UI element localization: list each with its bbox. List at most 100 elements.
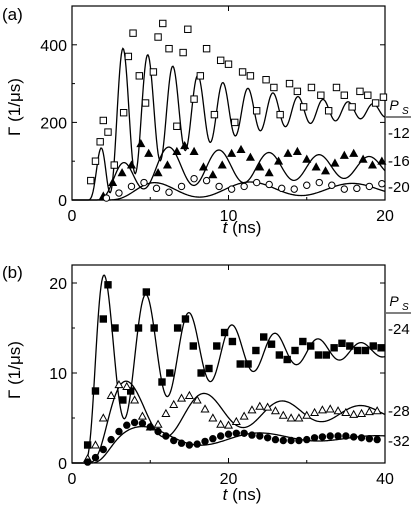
data-point-b-0-36 [361,346,370,355]
data-point-b-1-10 [161,408,171,417]
data-point-a-0-9 [135,72,143,80]
data-point-b-1-9 [153,419,163,428]
data-point-a-0-29 [270,83,278,92]
data-point-b-2-32 [334,432,342,440]
series-points-b-0 [83,281,385,449]
data-point-b-2-37 [373,435,381,444]
data-point-a-2-15 [290,185,298,193]
data-point-a-0-2 [96,138,104,146]
data-point-a-0-7 [124,52,133,61]
y-tick-label-a-2: 400 [40,38,67,55]
data-point-a-1-25 [330,158,340,167]
data-point-b-2-30 [318,433,327,441]
data-point-a-1-6 [153,168,163,177]
data-point-a-2-5 [165,188,173,196]
data-point-a-2-22 [378,180,386,188]
data-point-a-1-13 [217,160,227,169]
data-point-b-0-29 [306,342,315,350]
panel-label-a: (a) [2,5,23,24]
data-point-b-2-2 [99,445,108,454]
data-point-a-1-5 [144,148,154,157]
data-point-b-2-4 [115,427,123,436]
data-point-a-2-2 [127,182,136,191]
data-point-a-0-40 [356,87,364,96]
data-point-a-0-14 [165,44,173,53]
series-label-b-0: -24 [388,321,410,338]
data-point-a-2-12 [252,178,261,187]
data-point-b-2-6 [130,418,139,427]
data-point-a-0-43 [379,93,388,101]
data-point-b-1-13 [184,390,194,399]
data-point-b-2-33 [342,432,350,440]
data-point-a-1-12 [208,170,218,179]
data-point-b-0-1 [91,387,100,395]
data-point-b-1-5 [122,381,132,390]
legend-header-main-a: P [389,97,399,113]
x-axis-label-b: t (ns) [223,485,262,504]
data-point-b-0-6 [126,387,135,395]
data-point-b-2-13 [185,441,194,449]
data-point-b-0-3 [104,281,112,289]
data-point-a-2-20 [353,184,361,193]
fit-line-b-1 [72,380,386,464]
data-point-a-1-24 [321,166,331,175]
data-point-b-0-34 [346,342,354,350]
data-point-b-1-30 [317,405,327,414]
data-point-a-1-23 [311,162,321,171]
data-point-b-1-23 [263,402,273,411]
data-point-b-2-36 [365,435,374,443]
data-point-b-2-26 [287,436,295,445]
data-point-b-1-17 [216,419,226,428]
data-point-b-0-17 [213,342,221,350]
data-point-b-2-24 [271,435,280,444]
data-point-a-0-3 [99,116,107,125]
data-point-b-0-37 [369,342,377,350]
x-axis-label-var-a: t [223,218,229,237]
data-point-a-0-8 [129,29,137,37]
data-point-a-0-6 [119,109,128,117]
legend-header-a: P S [386,97,411,118]
data-point-a-2-21 [365,182,374,191]
series-label-a-0: -12 [388,125,410,142]
data-point-a-0-21 [210,110,219,119]
data-point-a-1-19 [274,156,284,165]
data-point-a-2-11 [240,182,248,191]
data-point-a-0-18 [190,95,198,103]
data-point-b-1-22 [255,401,265,410]
series-label-b-2: -32 [388,433,410,450]
data-point-b-2-27 [295,436,303,445]
data-point-b-1-31 [325,404,335,413]
data-point-b-0-23 [260,333,268,341]
legend-header-sub-a: S [402,106,409,117]
data-point-a-0-31 [285,79,294,88]
data-point-a-0-39 [348,103,356,111]
data-point-b-0-35 [353,346,362,355]
series-label-a-2: -20 [388,179,410,196]
data-point-b-2-16 [209,435,217,443]
data-point-a-0-24 [231,118,239,127]
data-point-b-2-14 [193,440,201,448]
data-point-b-0-30 [314,351,323,359]
data-point-a-0-5 [110,161,118,169]
data-point-b-1-25 [278,410,288,419]
data-point-b-1-15 [200,404,210,413]
data-point-a-2-10 [227,185,236,193]
data-point-b-0-18 [220,328,229,337]
fit-line-a-1 [72,146,386,201]
data-point-b-1-19 [231,416,241,426]
x-tick-label-a-0: 0 [68,208,77,225]
data-point-a-0-33 [299,103,308,111]
data-point-b-1-24 [270,406,280,415]
data-point-b-0-14 [189,342,197,350]
data-point-a-0-0 [87,176,95,185]
data-point-a-1-29 [367,160,378,169]
data-point-b-2-9 [154,427,162,436]
data-point-a-0-28 [262,76,270,84]
series-points-a-2 [102,174,386,202]
data-point-a-1-21 [292,146,302,155]
data-point-b-1-2 [98,413,108,422]
data-point-a-0-15 [173,122,181,130]
data-point-a-2-0 [102,194,111,202]
data-point-b-1-12 [177,393,187,402]
data-point-b-1-37 [372,406,382,415]
